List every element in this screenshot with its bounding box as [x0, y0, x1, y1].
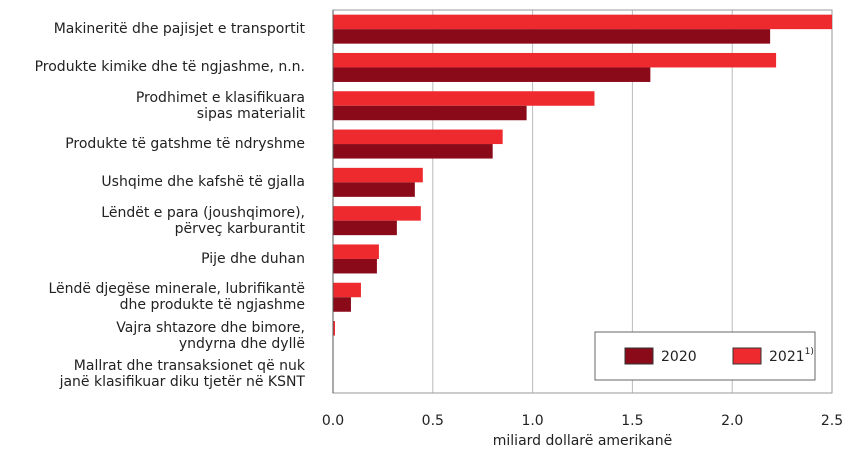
- legend-swatch: [624, 347, 654, 365]
- category-label: Mallrat dhe transaksionet që nuk janë kl…: [59, 357, 305, 390]
- category-label: Vajra shtazore dhe bimore, yndyrna dhe d…: [116, 319, 305, 352]
- bar: [333, 297, 351, 312]
- bar: [333, 282, 361, 298]
- bar: [333, 91, 595, 106]
- bar: [333, 105, 527, 121]
- bar: [333, 321, 335, 336]
- bar: [333, 206, 421, 221]
- bar: [333, 29, 771, 44]
- x-tick-label: 0.5: [422, 413, 444, 429]
- legend-swatch: [732, 347, 762, 365]
- bar: [333, 182, 415, 197]
- bar: [333, 52, 777, 68]
- x-axis-label: miliard dollarë amerikanë: [493, 433, 672, 449]
- category-label: Lëndët e para (joushqimore), përveç karb…: [101, 204, 305, 237]
- x-tick-label: 2.0: [721, 413, 743, 429]
- category-label: Pije dhe duhan: [201, 250, 305, 267]
- bar: [333, 14, 832, 30]
- category-label: Prodhimet e klasifikuara sipas materiali…: [135, 89, 305, 122]
- x-tick-label: 2.5: [821, 413, 843, 429]
- category-label: Produkte të gatshme të ndryshme: [65, 136, 305, 153]
- bar: [333, 244, 379, 259]
- bar: [333, 129, 503, 145]
- legend-footnote: 1): [805, 347, 814, 357]
- bar: [333, 258, 377, 274]
- category-label: Makineritë dhe pajisjet e transportit: [53, 21, 305, 38]
- legend-label: 20211): [769, 347, 814, 366]
- x-tick-label: 0.0: [322, 413, 344, 429]
- bar: [333, 144, 493, 159]
- bar: [333, 220, 397, 236]
- bar: [333, 167, 423, 183]
- x-tick-label: 1.5: [621, 413, 643, 429]
- category-label: Lëndë djegëse minerale, lubrifikantë dhe…: [48, 281, 305, 314]
- x-tick-label: 1.0: [521, 413, 543, 429]
- bar: [333, 67, 651, 82]
- legend-label: 2020: [661, 349, 697, 365]
- category-label: Ushqime dhe kafshë të gjalla: [101, 174, 305, 191]
- category-label: Produkte kimike dhe të ngjashme, n.n.: [34, 59, 305, 76]
